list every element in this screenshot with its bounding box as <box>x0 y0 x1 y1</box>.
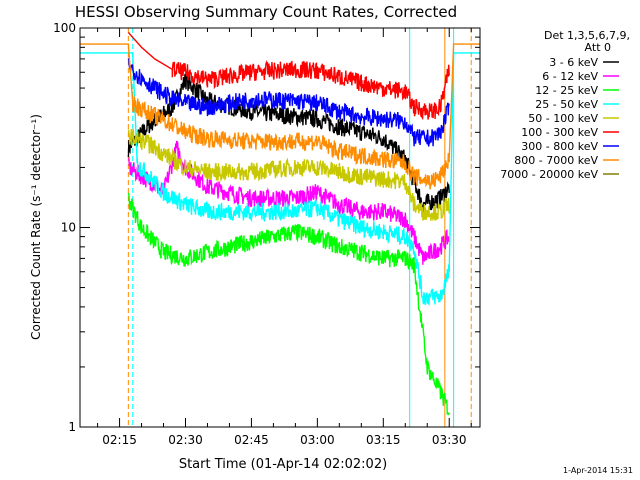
legend-label-4: 50 - 100 keV <box>528 112 598 125</box>
axes: 1 10 100 02:15 02:30 02:45 03:00 03:15 03:30 <box>53 21 480 447</box>
series-line-4 <box>127 128 450 222</box>
series-line-5 <box>127 31 450 121</box>
y-tick-label-0: 1 <box>68 420 76 434</box>
legend-label-6: 300 - 800 keV <box>521 140 598 153</box>
footer-date: 1-Apr-2014 15:31 <box>563 466 633 475</box>
legend-label-2: 12 - 25 keV <box>535 84 598 97</box>
legend-label-7: 800 - 7000 keV <box>514 154 598 167</box>
legend-header-line-2: Att 0 <box>585 41 611 54</box>
legend-label-8: 7000 - 20000 keV <box>500 168 598 181</box>
y-tick-label-2: 100 <box>53 21 76 35</box>
series-line-3 <box>80 52 480 307</box>
series-line-6 <box>127 58 450 147</box>
series-line-7 <box>80 43 480 190</box>
y-axis-label: Corrected Count Rate (s⁻¹ detector⁻¹) <box>29 114 43 340</box>
legend-header-line-1: Det 1,3,5,6,7,9, <box>544 29 630 42</box>
x-tick-label-3: 03:00 <box>300 433 335 447</box>
legend-label-3: 25 - 50 keV <box>535 98 598 111</box>
legend-label-0: 3 - 6 keV <box>549 56 598 69</box>
x-tick-label-4: 03:15 <box>366 433 401 447</box>
chart-title: HESSI Observing Summary Count Rates, Cor… <box>75 3 457 21</box>
x-tick-label-2: 02:45 <box>234 433 269 447</box>
plot-area <box>80 28 480 427</box>
legend-label-1: 6 - 12 keV <box>542 70 598 83</box>
series-line-2 <box>127 192 450 416</box>
legend-label-5: 100 - 300 keV <box>521 126 598 139</box>
x-tick-label-0: 02:15 <box>102 433 137 447</box>
y-tick-label-1: 10 <box>61 221 76 235</box>
x-tick-label-5: 03:30 <box>432 433 467 447</box>
x-axis-label: Start Time (01-Apr-14 02:02:02) <box>179 457 387 472</box>
x-tick-label-1: 02:30 <box>168 433 203 447</box>
